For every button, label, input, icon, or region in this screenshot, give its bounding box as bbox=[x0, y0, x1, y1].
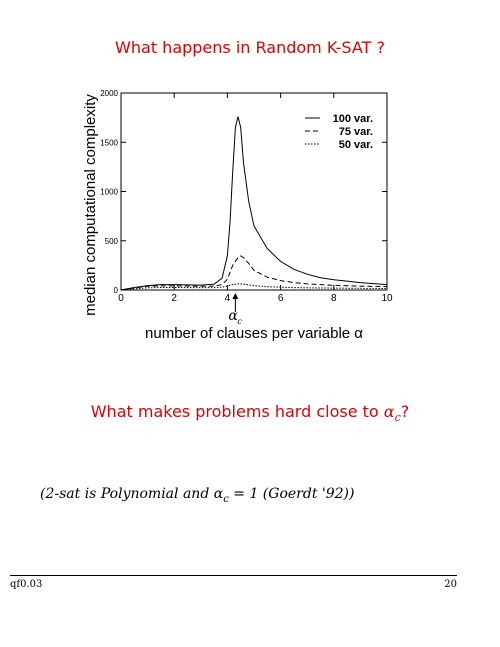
alpha-symbol: α bbox=[383, 402, 395, 421]
note-subscript: c bbox=[223, 493, 229, 505]
question-text: What makes problems hard close to bbox=[90, 402, 384, 421]
y-axis-label: median computational complexity bbox=[82, 94, 99, 316]
x-axis-label: number of clauses per variable α bbox=[145, 325, 363, 342]
note-rest: = 1 (Goerdt '92)) bbox=[228, 486, 355, 502]
question-heading: What makes problems hard close to αc? bbox=[0, 402, 500, 424]
y-tick-label: 1500 bbox=[100, 138, 118, 147]
y-tick-label: 2000 bbox=[100, 89, 118, 98]
question-mark: ? bbox=[400, 402, 410, 421]
alpha-c-subscript: c bbox=[237, 317, 242, 326]
plot-area: 0 2 4 6 8 10 0 500 1000 1500 2000 100 var.75 var.50… bbox=[100, 89, 393, 326]
series-line-3 bbox=[120, 283, 388, 291]
y-tick-label: 1000 bbox=[100, 188, 118, 197]
legend-label-1: 100 var. bbox=[333, 113, 373, 125]
x-tick-label: 10 bbox=[381, 293, 393, 304]
page-title: What happens in Random K-SAT ? bbox=[115, 38, 385, 57]
page-number: 20 bbox=[444, 579, 457, 590]
series-line-2 bbox=[120, 255, 388, 291]
y-tick-label: 0 bbox=[114, 286, 119, 295]
footer-divider bbox=[10, 575, 457, 576]
legend-label-3: 50 var. bbox=[339, 139, 373, 151]
note-main: (2-sat is Polynomial and α bbox=[40, 486, 224, 502]
y-tick-label: 500 bbox=[105, 237, 119, 246]
x-tick-label: 6 bbox=[278, 293, 284, 304]
alpha-c-annotation: α bbox=[228, 308, 238, 324]
x-tick-label: 8 bbox=[331, 293, 337, 304]
alpha-arrow-head bbox=[232, 293, 239, 299]
legend-label-2: 75 var. bbox=[339, 126, 373, 138]
series-line-1 bbox=[120, 116, 388, 291]
complexity-chart: 0 2 4 6 8 10 0 500 1000 1500 2000 100 var.75 var.50… bbox=[82, 89, 393, 342]
x-tick-label: 2 bbox=[171, 293, 177, 304]
footer-label: qf0.03 bbox=[10, 579, 43, 590]
note-text: (2-sat is Polynomial and αc = 1 (Goerdt … bbox=[40, 486, 354, 505]
x-tick-label: 0 bbox=[118, 293, 124, 304]
x-tick-label: 4 bbox=[225, 293, 231, 304]
alpha-subscript: c bbox=[394, 411, 401, 425]
